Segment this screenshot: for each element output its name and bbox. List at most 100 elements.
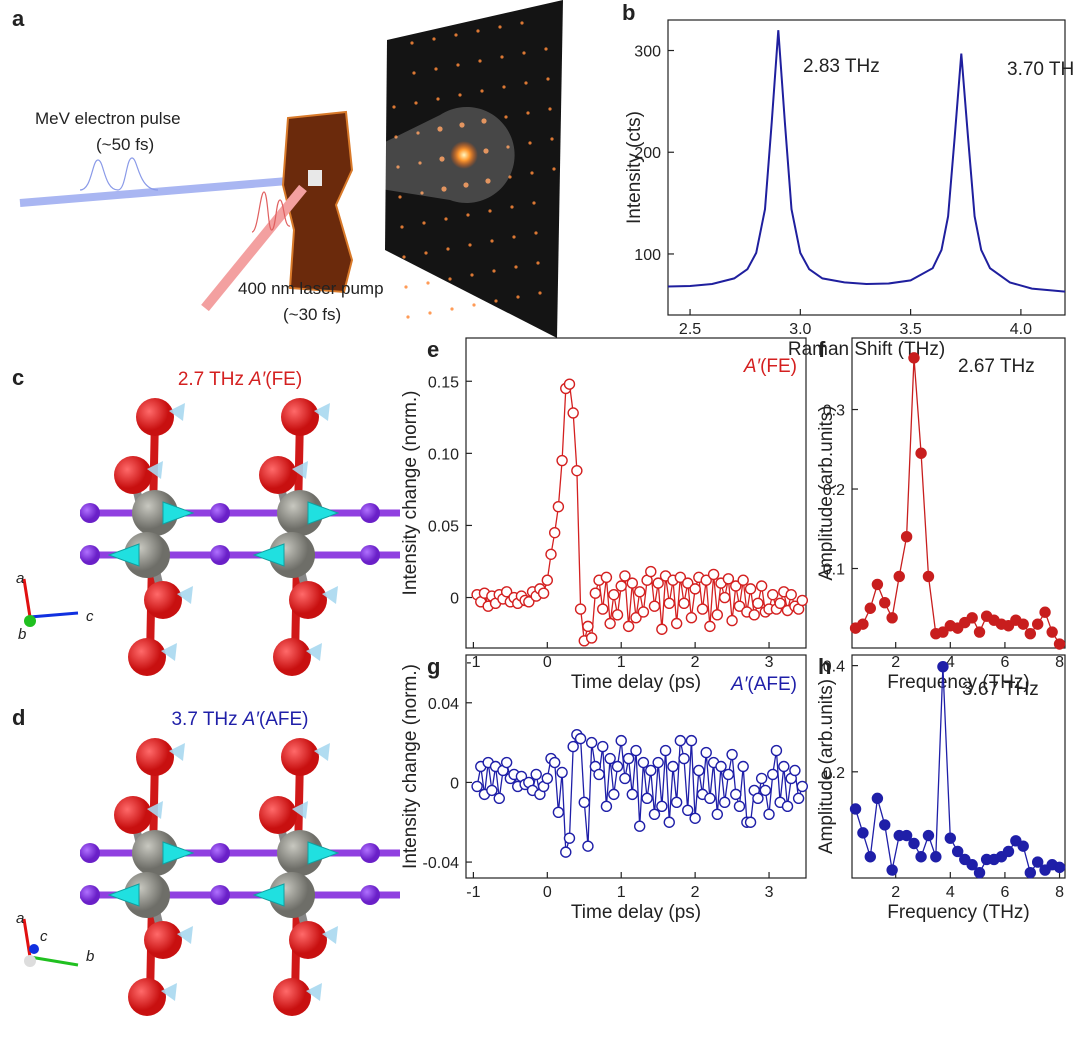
data-point [653, 758, 663, 768]
data-point [694, 765, 704, 775]
spot [490, 239, 493, 242]
spot [522, 51, 525, 54]
displacement-arrow [308, 842, 338, 864]
data-point [550, 758, 560, 768]
spot [480, 89, 483, 92]
data-point [727, 750, 737, 760]
oxygen-atom [136, 398, 174, 436]
spot [414, 101, 417, 104]
data-point [583, 621, 593, 631]
electron-beam [20, 180, 300, 203]
halogen-atom [80, 503, 100, 523]
halogen-atom [210, 843, 230, 863]
spot [406, 315, 409, 318]
laser-duration: (~30 fs) [283, 305, 341, 324]
spot [532, 201, 535, 204]
data-point [945, 833, 955, 843]
y-tick-label: 0 [450, 775, 459, 792]
data-point [649, 809, 659, 819]
spot [468, 243, 471, 246]
data-point [734, 801, 744, 811]
spot [444, 217, 447, 220]
oxygen-atom [114, 456, 152, 494]
data-point [975, 868, 985, 878]
x-tick-label: 0 [543, 884, 552, 901]
mode-label-part: (AFE) [747, 674, 797, 695]
data-point [938, 662, 948, 672]
spot [516, 295, 519, 298]
panel-label: f [818, 337, 826, 362]
data-point [553, 807, 563, 817]
sample-window [308, 170, 322, 186]
data-point [553, 502, 563, 512]
spot [412, 71, 415, 74]
data-point [923, 831, 933, 841]
data-point [768, 769, 778, 779]
data-point [646, 765, 656, 775]
data-point [967, 860, 977, 870]
spot [454, 33, 457, 36]
data-point [953, 846, 963, 856]
spot [402, 255, 405, 258]
data-point [723, 769, 733, 779]
oxygen-atom [144, 581, 182, 619]
data-point [613, 610, 623, 620]
x-tick-label: 8 [1055, 654, 1064, 671]
data-point [550, 528, 560, 538]
y-axis-title: Intensity (cts) [624, 111, 645, 224]
data-point [902, 532, 912, 542]
annotation: 3.70 THz [1007, 59, 1075, 80]
oxygen-atom [259, 796, 297, 834]
data-point [1003, 846, 1013, 856]
x-tick-label: 2 [691, 654, 700, 671]
spot [534, 231, 537, 234]
data-point [675, 736, 685, 746]
displacement-arrow [163, 842, 193, 864]
y-axis-title: Amplitude (arb.units) [816, 679, 837, 854]
x-tick-label: 1 [617, 884, 626, 901]
data-point [531, 769, 541, 779]
data-point [749, 610, 759, 620]
spot [424, 251, 427, 254]
data-point [627, 789, 637, 799]
data-point [627, 578, 637, 588]
data-point [1033, 857, 1043, 867]
data-point [712, 610, 722, 620]
data-point [568, 742, 578, 752]
spot [510, 205, 513, 208]
oxygen-atom [273, 978, 311, 1016]
x-axis-title: Time delay (ps) [571, 672, 701, 693]
data-point [635, 821, 645, 831]
data-point [631, 746, 641, 756]
data-point [712, 809, 722, 819]
data-point [931, 852, 941, 862]
spot [544, 47, 547, 50]
title-part: 3.7 THz [171, 709, 237, 730]
axis-arrow [30, 613, 78, 617]
oxygen-atom [144, 921, 182, 959]
axis-name: a [16, 910, 24, 927]
spot [426, 281, 429, 284]
spot [422, 221, 425, 224]
central-spot [450, 141, 478, 169]
data-point [1018, 841, 1028, 851]
electron-pulse [80, 158, 158, 190]
axis-ball [29, 944, 39, 954]
data-point [624, 621, 634, 631]
spot [472, 303, 475, 306]
spot [436, 97, 439, 100]
data-point [797, 595, 807, 605]
y-tick-label: 0.10 [428, 446, 459, 463]
data-point [587, 633, 597, 643]
data-point [564, 833, 574, 843]
data-point [668, 762, 678, 772]
oxygen-atom [281, 398, 319, 436]
halogen-atom [80, 843, 100, 863]
data-point [686, 613, 696, 623]
data-point [731, 789, 741, 799]
mode-label-part: (FE) [760, 356, 797, 377]
spot [456, 63, 459, 66]
data-point [557, 767, 567, 777]
y-tick-label: 0 [450, 591, 459, 608]
data-point [746, 817, 756, 827]
